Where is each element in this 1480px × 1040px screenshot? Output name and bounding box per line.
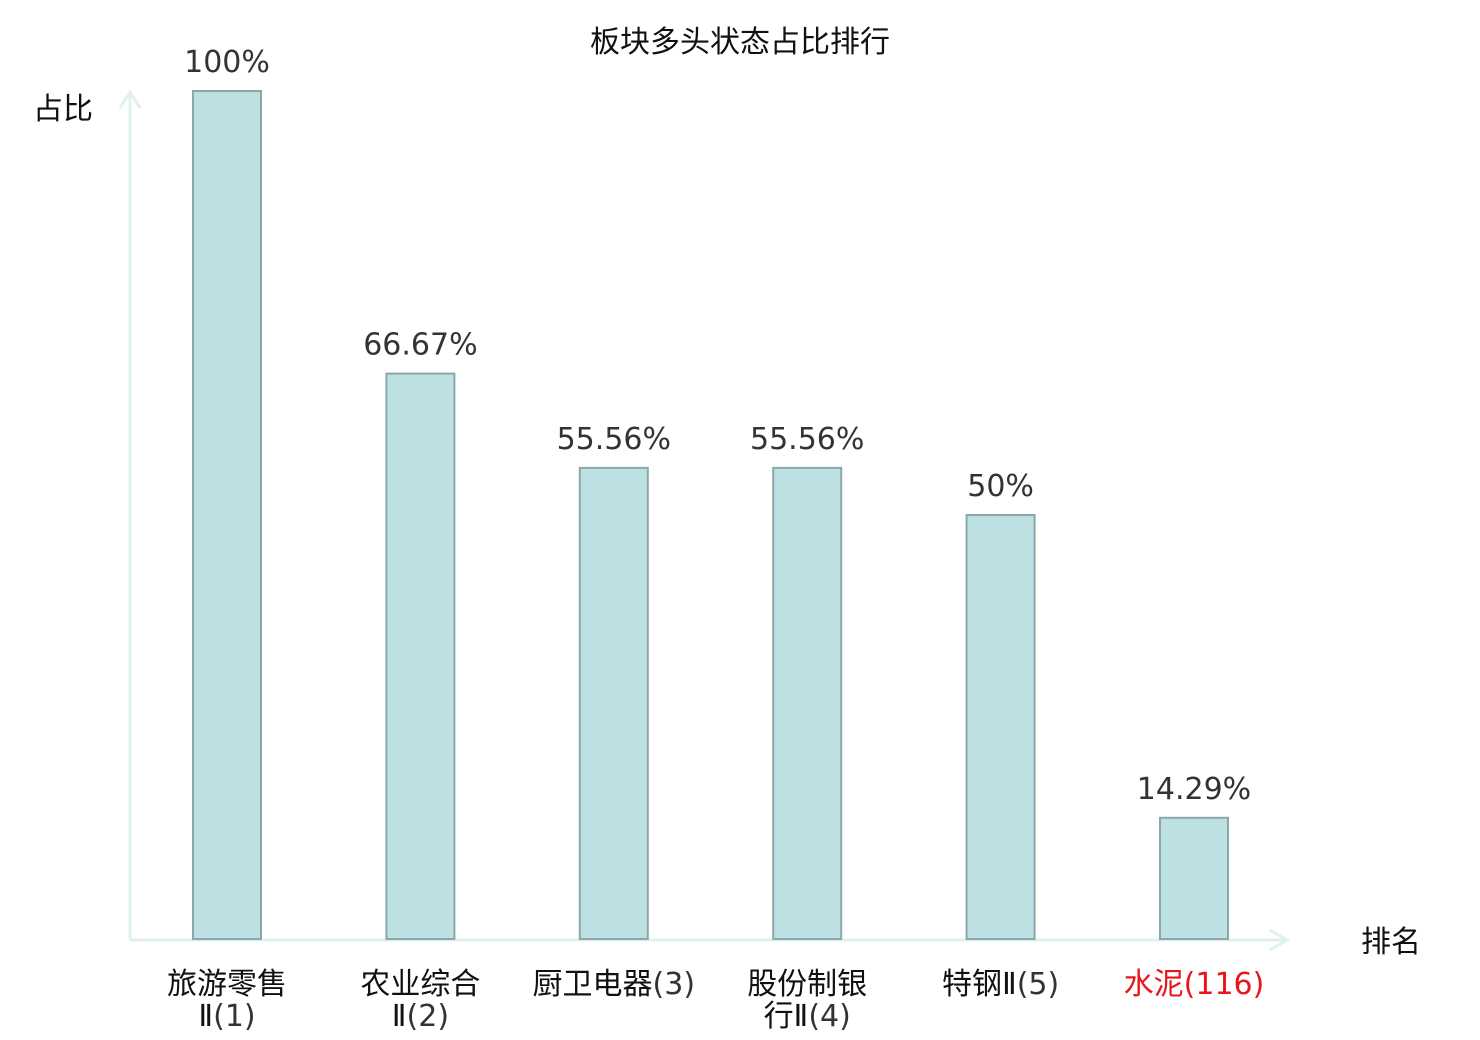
category-name: 水泥 [1124,967,1184,1002]
y-axis-label: 占比 [33,92,93,127]
category-label: 特钢Ⅱ(5) [942,967,1059,1002]
category-rank: (1) [213,999,256,1034]
value-label: 66.67% [363,328,477,363]
bars [192,90,1229,941]
category-name: 旅游零售 [167,967,287,1002]
category-label: 旅游零售 [167,967,287,1002]
category-rank: (116) [1184,967,1265,1002]
category-rank: (5) [1017,967,1060,1002]
category-name: Ⅱ [392,999,407,1034]
bar [578,466,649,940]
value-label: 100% [184,45,270,80]
value-label: 14.29% [1137,772,1251,807]
x-axis-arrow-icon [1269,928,1290,952]
category-rank: (2) [407,999,450,1034]
category-rank: (3) [653,967,696,1002]
value-label: 55.56% [750,422,864,457]
bar [965,514,1036,940]
category-label: 股份制银 [747,967,867,1002]
bar [1159,816,1229,940]
category-label: 行Ⅱ(4) [764,999,851,1034]
category-label: Ⅱ(1) [198,999,255,1034]
category-label: Ⅱ(2) [392,999,449,1034]
bar [772,466,843,940]
category-label: 农业综合 [360,967,480,1002]
category-label: 厨卫电器(3) [533,967,696,1002]
category-name: 厨卫电器 [533,967,653,1002]
value-labels: 100% 66.67% 55.56% 55.56% 50% 14.29% [184,45,1251,807]
category-name: 行Ⅱ [764,999,809,1034]
category-name: 股份制银 [747,967,867,1002]
axes [118,89,1290,952]
bar [192,90,262,940]
category-name: Ⅱ [198,999,213,1034]
category-name: 特钢Ⅱ [942,967,1017,1002]
y-axis-arrow-icon [118,89,142,109]
x-axis-label: 排名 [1361,925,1421,960]
chart-title: 板块多头状态占比排行 [590,25,890,60]
value-label: 55.56% [557,422,671,457]
category-name: 农业综合 [360,967,480,1002]
bar [385,372,456,941]
category-label: 水泥(116) [1124,967,1265,1002]
value-label: 50% [967,469,1034,504]
category-rank: (4) [808,999,851,1034]
